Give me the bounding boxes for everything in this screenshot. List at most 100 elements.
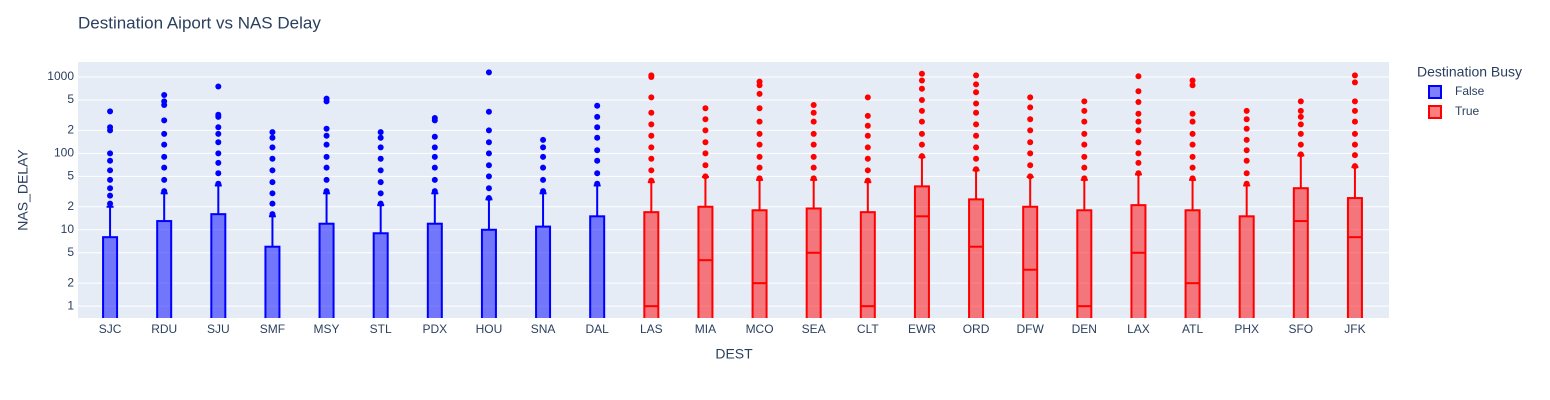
- outlier: [431, 164, 438, 171]
- outlier: [323, 188, 330, 195]
- outlier: [973, 132, 980, 139]
- outlier: [918, 141, 925, 148]
- outlier: [377, 155, 384, 162]
- outlier: [1351, 163, 1358, 170]
- outlier: [485, 162, 492, 169]
- outlier: [107, 157, 114, 164]
- outlier: [1243, 136, 1250, 143]
- outlier: [161, 141, 168, 148]
- x-tick-label: ORD: [963, 322, 990, 336]
- outlier: [215, 159, 222, 166]
- outlier: [107, 176, 114, 183]
- box: [1292, 187, 1309, 318]
- outlier: [1351, 118, 1358, 125]
- box: [1346, 197, 1363, 318]
- outlier: [1135, 73, 1142, 80]
- outlier: [594, 157, 601, 164]
- box: [1184, 209, 1201, 318]
- y-tick-label: 2: [67, 275, 74, 289]
- outlier: [431, 115, 438, 122]
- legend-label: False: [1455, 84, 1485, 98]
- outlier: [648, 132, 655, 139]
- outlier: [269, 200, 276, 207]
- outlier: [810, 130, 817, 137]
- outlier: [1135, 127, 1142, 134]
- outlier: [1027, 162, 1034, 169]
- outlier: [1027, 139, 1034, 146]
- outlier: [810, 164, 817, 171]
- legend-swatch: [1428, 85, 1442, 99]
- outlier: [810, 101, 817, 108]
- outlier: [1243, 170, 1250, 177]
- outlier: [1081, 118, 1088, 125]
- outlier: [323, 164, 330, 171]
- x-axis-title: DEST: [715, 346, 753, 362]
- outlier: [756, 130, 763, 137]
- outlier: [973, 72, 980, 79]
- outlier: [485, 127, 492, 134]
- outlier: [1135, 99, 1142, 106]
- outlier: [756, 153, 763, 160]
- outlier: [810, 141, 817, 148]
- box: [589, 215, 606, 318]
- outlier: [1243, 107, 1250, 114]
- box: [426, 222, 443, 318]
- plot-area: [102, 69, 1363, 318]
- outlier: [1027, 104, 1034, 111]
- outlier: [215, 111, 222, 118]
- outlier: [702, 162, 709, 169]
- x-tick-label: LAS: [640, 322, 663, 336]
- x-tick-label: CLT: [857, 322, 879, 336]
- outlier: [1135, 110, 1142, 117]
- outlier: [1243, 125, 1250, 132]
- outlier: [540, 136, 547, 143]
- outlier: [485, 69, 492, 76]
- outlier: [485, 185, 492, 192]
- outlier: [864, 94, 871, 101]
- outlier: [810, 153, 817, 160]
- outlier: [1189, 164, 1196, 171]
- outlier: [973, 89, 980, 96]
- box: [805, 207, 822, 318]
- outlier: [323, 141, 330, 148]
- x-tick-label: ATL: [1182, 322, 1203, 336]
- outlier: [864, 167, 871, 174]
- outlier: [1135, 170, 1142, 177]
- outlier: [648, 121, 655, 128]
- outlier: [269, 211, 276, 218]
- outlier: [973, 109, 980, 116]
- outlier: [1189, 175, 1196, 182]
- outlier: [1081, 107, 1088, 114]
- outlier: [215, 170, 222, 177]
- outlier: [1081, 164, 1088, 171]
- box: [968, 198, 985, 318]
- outlier: [540, 188, 547, 195]
- outlier: [810, 109, 817, 116]
- x-tick-label: MSY: [314, 322, 340, 336]
- outlier: [973, 155, 980, 162]
- outlier: [377, 134, 384, 141]
- box: [751, 209, 768, 318]
- box: [913, 185, 930, 318]
- outlier: [1351, 152, 1358, 159]
- box: [1238, 215, 1255, 318]
- outlier: [918, 96, 925, 103]
- outlier: [215, 150, 222, 157]
- outlier: [702, 116, 709, 123]
- outlier: [1135, 139, 1142, 146]
- outlier: [377, 200, 384, 207]
- box: [1022, 205, 1039, 318]
- outlier: [648, 109, 655, 116]
- x-tick-label: SJC: [99, 322, 122, 336]
- outlier: [864, 132, 871, 139]
- outlier: [756, 175, 763, 182]
- outlier: [1297, 98, 1304, 105]
- x-tick-label: JFK: [1344, 322, 1365, 336]
- outlier: [107, 200, 114, 207]
- outlier: [485, 108, 492, 115]
- x-tick-label: SMF: [260, 322, 285, 336]
- outlier: [648, 94, 655, 101]
- outlier: [1297, 141, 1304, 148]
- outlier: [1027, 116, 1034, 123]
- outlier: [323, 153, 330, 160]
